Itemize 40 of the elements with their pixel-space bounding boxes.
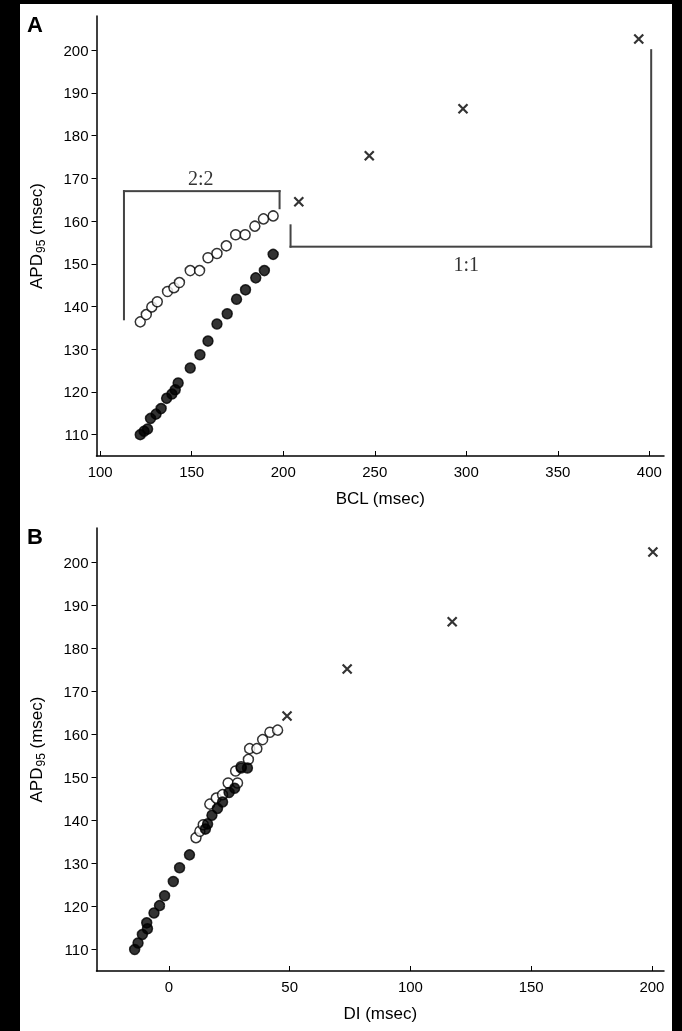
y-tick-label: 180: [63, 639, 89, 657]
y-tick-label: 140: [63, 297, 89, 315]
y-tick-label: 120: [63, 897, 89, 915]
annotation: 1:1: [453, 252, 480, 275]
annotation: 2:2: [188, 167, 214, 190]
y-tick-label: 170: [63, 682, 89, 700]
y-tick-label: 140: [63, 811, 89, 829]
x-axis-title: BCL (msec): [335, 489, 425, 508]
y-tick-label: 150: [63, 768, 89, 786]
y-tick-label: 200: [63, 41, 89, 59]
x-tick-label: 100: [87, 463, 113, 480]
x-tick-label: 0: [164, 978, 174, 995]
y-tick-label: 160: [63, 725, 89, 743]
x-axis-title: DI (msec): [343, 1004, 418, 1023]
x-tick-label: 400: [636, 463, 662, 480]
y-tick-label: 180: [63, 127, 89, 145]
x-tick-label: 150: [518, 978, 544, 995]
y-tick-label: 190: [63, 84, 89, 102]
y-tick-label: 150: [63, 255, 89, 273]
chart-title: B: [27, 523, 43, 549]
y-tick-label: 130: [63, 340, 89, 358]
y-tick-label: 130: [63, 854, 89, 872]
y-tick-label: 110: [64, 426, 89, 444]
y-tick-label: 200: [63, 553, 89, 571]
x-tick-label: 250: [362, 463, 388, 480]
y-axis-title: APD95 (msec): [27, 183, 48, 289]
chart-title: A: [27, 11, 43, 37]
x-tick-label: 300: [453, 463, 479, 480]
y-tick-label: 110: [64, 941, 89, 958]
x-tick-label: 350: [545, 463, 571, 480]
y-axis-title: APD95 (msec): [27, 696, 48, 803]
y-tick-label: 170: [63, 169, 89, 187]
y-tick-label: 160: [63, 212, 89, 230]
x-tick-label: 100: [397, 978, 423, 995]
y-tick-label: 190: [63, 596, 89, 614]
x-tick-label: 200: [270, 463, 296, 480]
x-tick-label: 200: [639, 978, 665, 995]
x-tick-label: 150: [179, 463, 205, 480]
y-tick-label: 120: [63, 383, 89, 401]
x-tick-label: 50: [281, 978, 299, 995]
